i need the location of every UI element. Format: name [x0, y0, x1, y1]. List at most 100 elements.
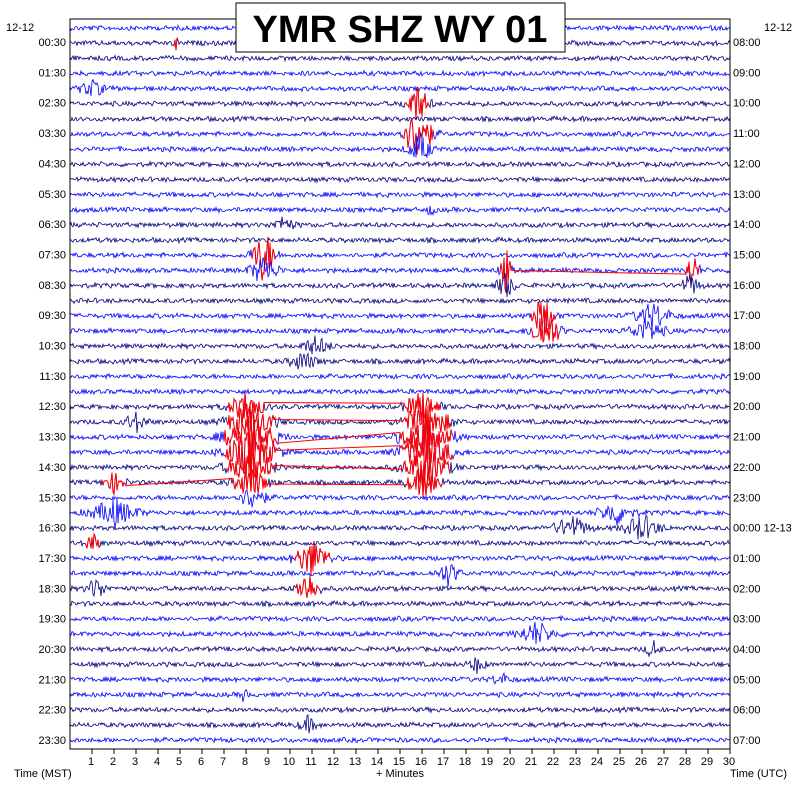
mst-tick-label: 04:30 [38, 158, 66, 170]
x-tick-label: 11 [305, 756, 316, 768]
trace-row [69, 118, 731, 155]
x-tick-label: 13 [349, 756, 361, 768]
trace-row [69, 614, 731, 623]
x-tick-label: 27 [657, 756, 669, 768]
utc-tick-label: 05:00 [733, 674, 761, 686]
trace-row [69, 216, 731, 230]
mst-tick-label: 00:30 [38, 37, 66, 49]
right-axis-label: Time (UTC) [730, 768, 787, 780]
trace-row [69, 705, 731, 714]
mst-tick-label: 15:30 [38, 492, 66, 504]
trace-row [69, 714, 731, 734]
trace-event-red [226, 451, 451, 489]
x-tick-label: 21 [525, 756, 537, 768]
x-tick-label: 14 [371, 756, 383, 768]
mst-tick-label: 13:30 [38, 432, 66, 444]
x-tick-label: 30 [723, 756, 735, 768]
mst-tick-label: 10:30 [38, 341, 66, 353]
trace-row [69, 236, 731, 281]
mst-tick-label: 01:30 [38, 67, 66, 79]
trace-row [69, 352, 731, 370]
mst-tick-label: 18:30 [38, 583, 66, 595]
trace-row [69, 296, 731, 305]
trace-row [69, 69, 731, 78]
trace-row [69, 115, 731, 124]
x-tick-label: 4 [154, 756, 160, 768]
trace-row [69, 563, 731, 587]
x-tick-label: 10 [283, 756, 295, 768]
utc-tick-label: 23:00 [733, 492, 761, 504]
mst-tick-label: 08:30 [38, 280, 66, 292]
trace-row [69, 599, 731, 608]
x-tick-label: 24 [591, 756, 603, 768]
x-tick-label: 15 [393, 756, 405, 768]
trace-event-red [84, 532, 100, 550]
mst-tick-label: 11:30 [39, 371, 66, 383]
trace-row [69, 575, 731, 598]
trace-row [69, 301, 731, 335]
utc-tick-label: 16:00 [733, 280, 761, 292]
utc-tick-label: 17:00 [733, 310, 761, 322]
utc-tick-label: 03:00 [733, 614, 761, 626]
utc-tick-label: 08:00 [733, 37, 761, 49]
chart-title: YMR SHZ WY 01 [253, 9, 548, 51]
x-tick-label: 23 [569, 756, 581, 768]
trace-event-red [295, 575, 320, 598]
utc-tick-label: 13:00 [733, 189, 761, 201]
trace-event-red [223, 411, 454, 463]
x-tick-label: 6 [198, 756, 204, 768]
x-tick-label: 1 [88, 756, 94, 768]
mst-tick-label: 03:30 [38, 128, 66, 140]
trace-row [69, 657, 731, 675]
trace-row [69, 391, 731, 421]
mst-tick-label: 22:30 [38, 705, 66, 717]
mst-tick-label: 07:30 [38, 249, 66, 261]
x-tick-label: 22 [547, 756, 559, 768]
trace-event-red [530, 309, 560, 343]
trace-row [69, 401, 731, 444]
x-tick-label: 12 [327, 756, 339, 768]
utc-tick-label: 01:00 [733, 553, 761, 565]
trace-row [69, 621, 731, 644]
mst-time-axis: 00:30 01:30 02:30 03:30 04:30 05:30 06:30 07:30… [38, 37, 66, 747]
utc-tick-label: 00:00 12-13 [733, 523, 792, 535]
x-tick-label: 2 [110, 756, 116, 768]
trace-event-red [401, 118, 434, 155]
utc-tick-label: 14:00 [733, 219, 761, 231]
mst-tick-label: 20:30 [38, 644, 66, 656]
trace-row [69, 688, 731, 702]
trace-row [69, 131, 731, 158]
trace-event-red [293, 540, 331, 576]
mst-tick-label: 23:30 [38, 735, 66, 747]
trace-event-red [499, 250, 700, 293]
trace-row [69, 175, 730, 184]
x-tick-label: 28 [679, 756, 691, 768]
x-tick-label: 9 [264, 756, 270, 768]
date-left-label: 12-12 [6, 22, 34, 34]
trace-row [69, 498, 731, 528]
utc-time-axis: 08:00 09:00 10:00 11:00 12:00 13:00 14:00 15:00… [733, 37, 792, 747]
trace-row [69, 335, 731, 355]
utc-tick-label: 19:00 [733, 371, 761, 383]
trace-event-red [226, 401, 451, 444]
mst-tick-label: 12:30 [38, 401, 66, 413]
x-tick-label: 19 [481, 756, 493, 768]
trace-row [69, 372, 731, 381]
trace-row [69, 54, 731, 63]
utc-tick-label: 02:00 [733, 583, 761, 595]
utc-tick-label: 20:00 [733, 401, 761, 413]
utc-tick-label: 07:00 [733, 735, 761, 747]
utc-tick-label: 21:00 [733, 432, 761, 444]
left-axis-label: Time (MST) [14, 768, 72, 780]
x-tick-label: 20 [503, 756, 515, 768]
trace-row [69, 640, 731, 658]
trace-row [69, 190, 731, 199]
x-tick-label: 25 [613, 756, 625, 768]
utc-tick-label: 04:00 [733, 644, 761, 656]
x-tick-label: 8 [242, 756, 248, 768]
utc-tick-label: 09:00 [733, 67, 761, 79]
trace-row [69, 86, 731, 120]
trace-row [69, 205, 731, 217]
title-box [235, 2, 566, 53]
